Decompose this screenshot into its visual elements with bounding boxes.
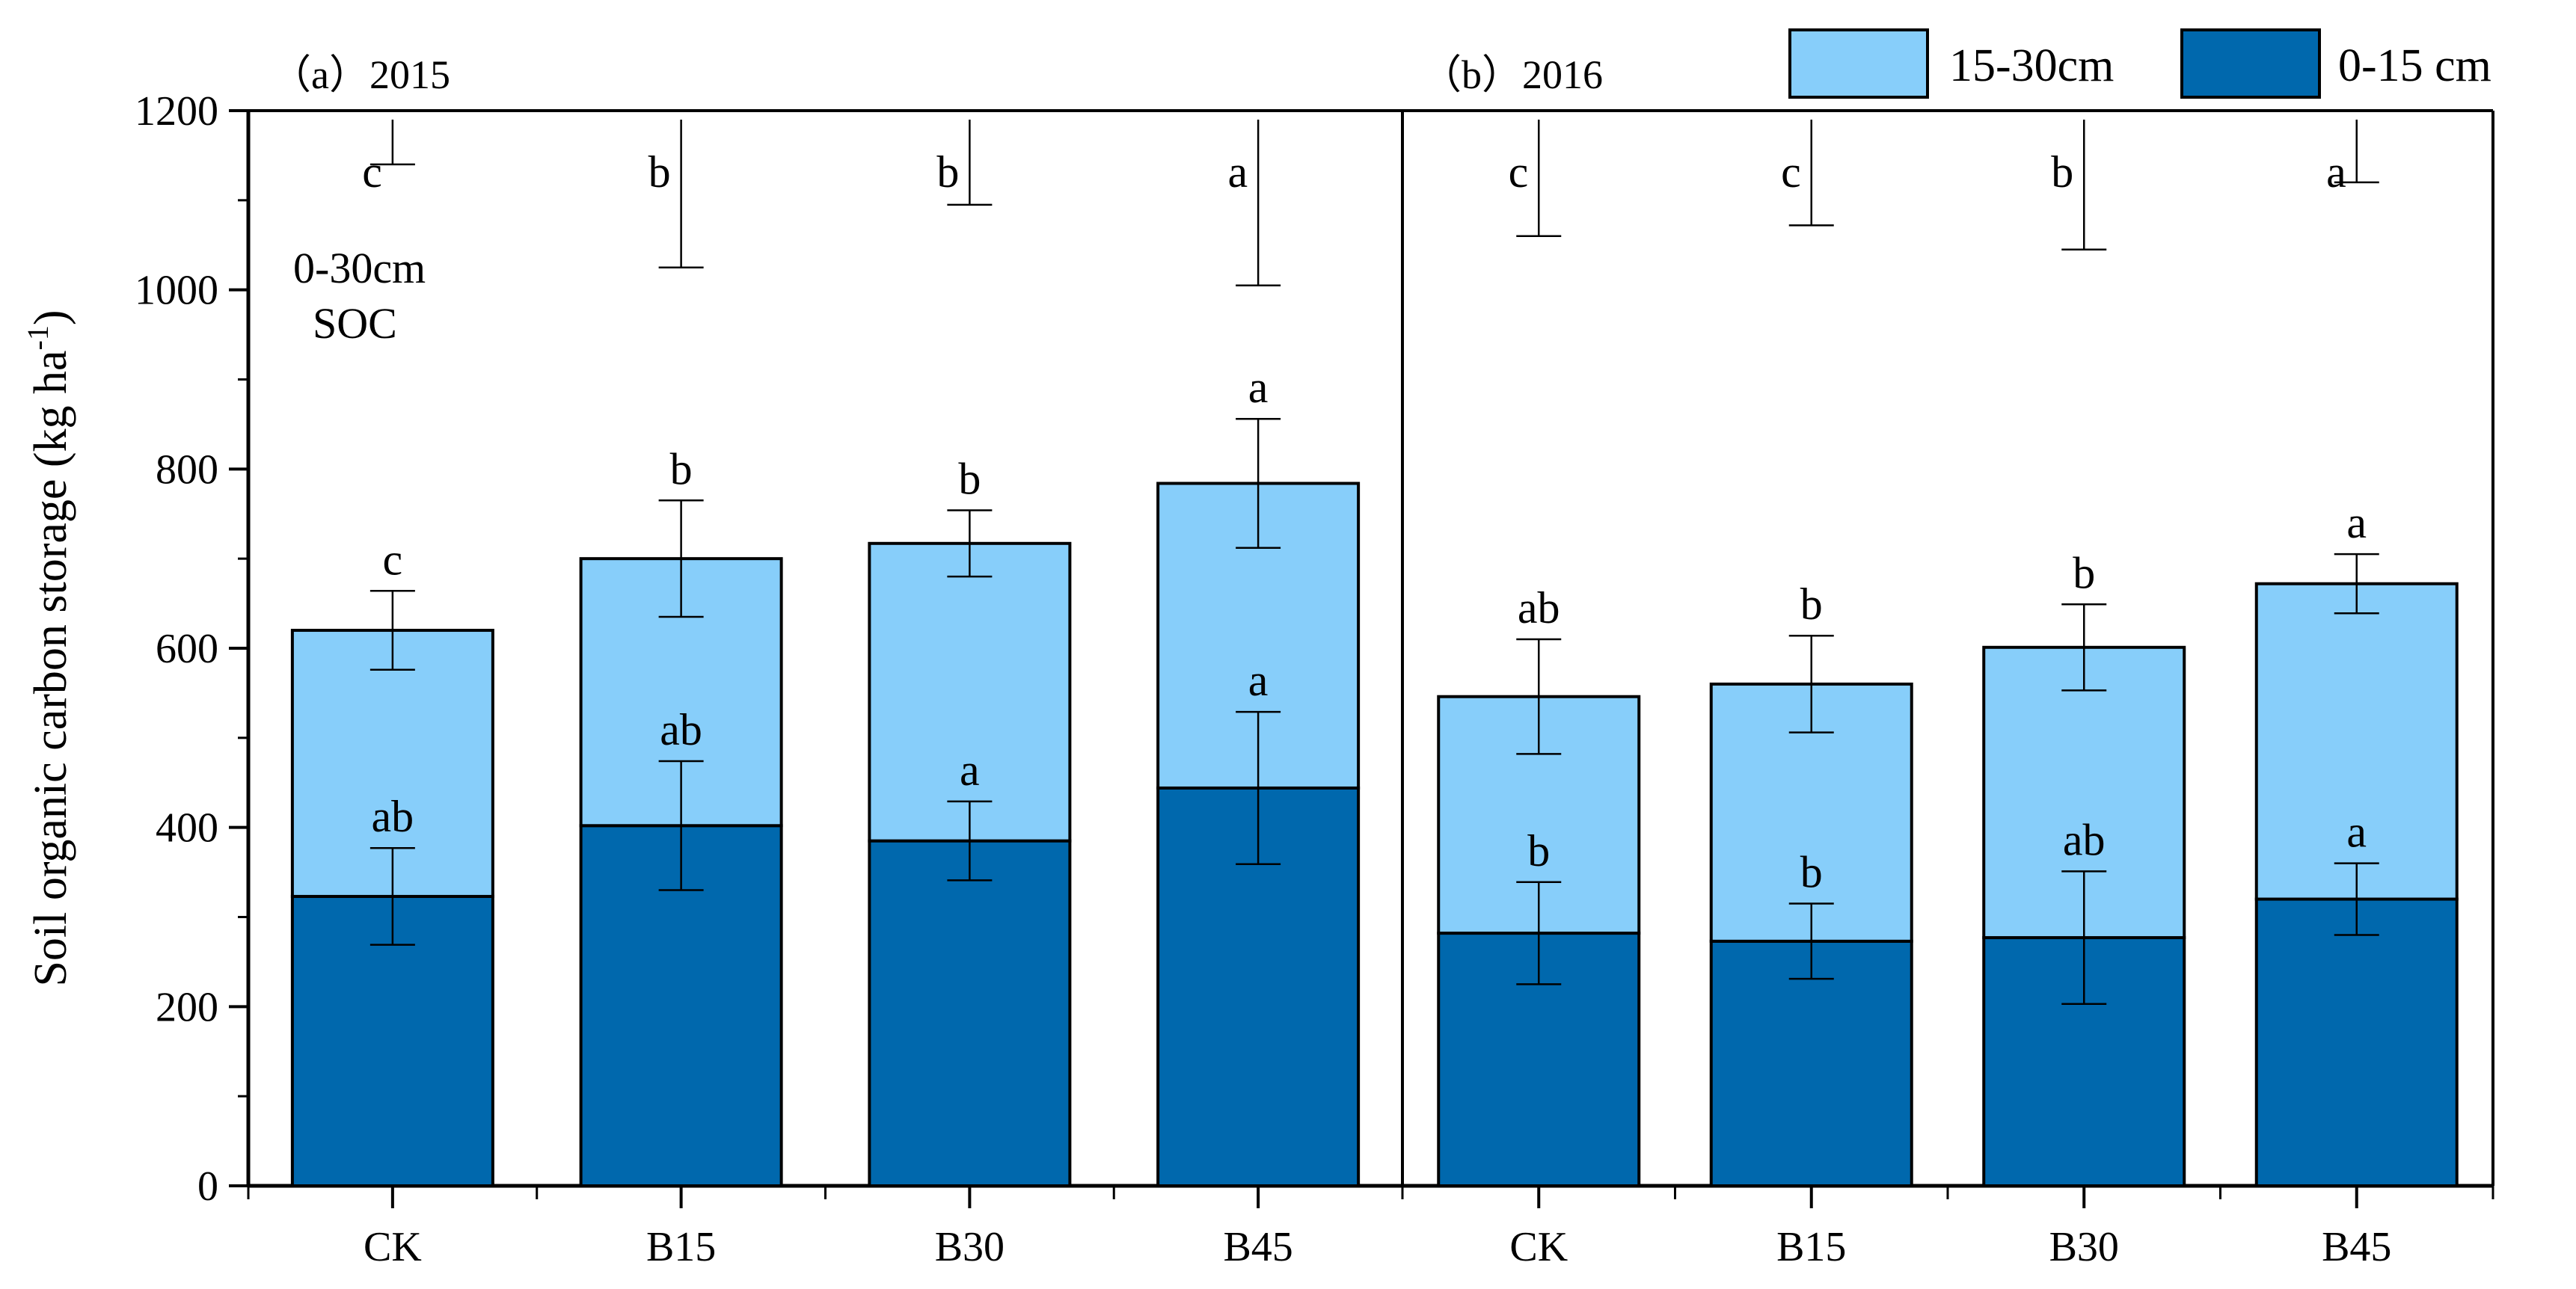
significance-letter-total: c — [362, 147, 382, 197]
significance-letter-total: c — [1509, 147, 1529, 197]
bar-0-15cm — [2254, 897, 2459, 1187]
y-axis-label-close: ) — [25, 310, 76, 325]
annotation-group: （a）2015abccabbbabbaaa（b）2016babcbbcabbba… — [271, 52, 2379, 1005]
significance-letter-total: c — [1781, 147, 1801, 197]
x-tick-label: B30 — [2049, 1224, 2119, 1270]
y-tick-label: 600 — [156, 626, 218, 672]
significance-letter-15-30cm: b — [2073, 548, 2095, 597]
panel-title: （b）2016 — [1421, 52, 1603, 97]
y-tick-label: 0 — [197, 1163, 218, 1210]
significance-letter-total: a — [2326, 147, 2346, 197]
significance-letter-15-30cm: a — [1248, 363, 1269, 412]
significance-letter-0-15cm: b — [1800, 848, 1823, 897]
axes: 0 200 400 600 800 1000 1200 Soil organic carbon… — [21, 88, 2494, 1270]
x-tick-label: B45 — [2322, 1224, 2391, 1270]
y-axis-label: Soil organic carbon storage (kg ha-1) — [21, 310, 76, 986]
bar-group — [290, 482, 2459, 1188]
y-tick-label: 1000 — [135, 268, 218, 314]
y-tick-label: 200 — [156, 984, 218, 1030]
bar-15-30cm — [2254, 582, 2459, 901]
significance-letter-15-30cm: a — [2346, 498, 2367, 547]
significance-letter-0-15cm: a — [2346, 807, 2367, 857]
legend-swatch — [2180, 28, 2321, 99]
significance-letter-15-30cm: b — [670, 444, 693, 493]
significance-letter-15-30cm: b — [1800, 579, 1823, 629]
annotation-soc: SOC — [313, 299, 397, 348]
y-tick-label: 800 — [156, 446, 218, 493]
significance-letter-total: b — [2051, 147, 2073, 197]
y-axis-label-superscript: -1 — [21, 325, 55, 350]
y-tick-label: 400 — [156, 805, 218, 852]
x-tick-label: CK — [1509, 1224, 1568, 1270]
significance-letter-0-15cm: ab — [660, 705, 702, 754]
significance-letter-15-30cm: ab — [1518, 583, 1560, 633]
significance-letter-0-15cm: ab — [2063, 815, 2106, 864]
significance-letter-0-15cm: b — [1527, 826, 1550, 876]
x-tick-label: B45 — [1223, 1224, 1292, 1270]
legend: 15-30cm 0-15 cm — [1788, 28, 2491, 99]
legend-label: 0-15 cm — [2338, 40, 2491, 91]
x-tick-label: CK — [364, 1224, 422, 1270]
significance-letter-total: b — [936, 147, 959, 197]
y-tick-label: 1200 — [135, 88, 218, 135]
legend-label: 15-30cm — [1949, 40, 2114, 91]
significance-letter-0-15cm: a — [1248, 656, 1269, 705]
annotation-depth: 0-30cm — [293, 244, 426, 292]
x-tick-label: B30 — [935, 1224, 1005, 1270]
bar-0-15cm — [868, 839, 1072, 1188]
x-tick-label: B15 — [1776, 1224, 1846, 1270]
bar-0-15cm — [1709, 939, 1913, 1187]
significance-letter-total: b — [648, 147, 671, 197]
significance-letter-0-15cm: a — [960, 745, 980, 795]
y-axis-label-main: Soil organic carbon storage (kg ha — [25, 350, 76, 986]
significance-letter-0-15cm: ab — [372, 792, 414, 841]
bar-15-30cm — [868, 541, 1072, 843]
x-tick-label: B15 — [646, 1224, 716, 1270]
significance-letter-15-30cm: c — [383, 535, 403, 584]
panel-title: （a）2015 — [271, 52, 450, 97]
significance-letter-15-30cm: b — [958, 454, 981, 503]
significance-letter-total: a — [1227, 147, 1248, 197]
legend-swatch — [1788, 28, 1929, 99]
